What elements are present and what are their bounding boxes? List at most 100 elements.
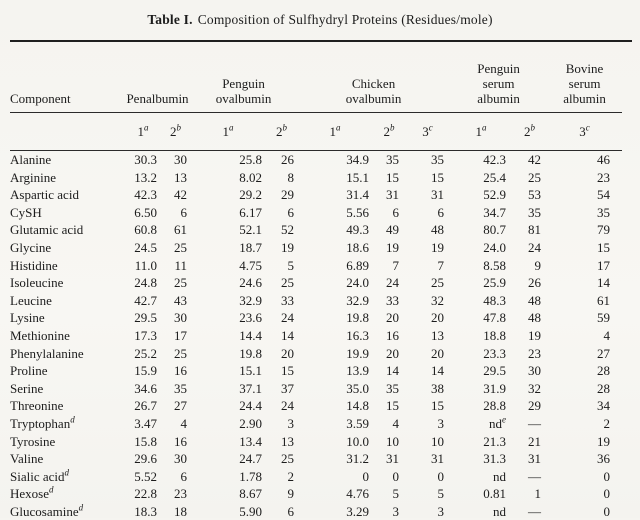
value-cell: 17 [161,327,190,345]
subheader-sup: c [586,122,590,132]
value-cell: 5 [266,257,297,275]
value-cell: 47.8 [450,309,512,327]
value-cell: 22.8 [125,485,161,503]
value-cell: 25 [512,169,547,187]
value-cell: 8.58 [450,257,512,275]
value-cell: 31.9 [450,380,512,398]
value-cell: 20 [373,309,405,327]
value-cell: 24 [266,397,297,415]
value-cell: 8 [266,169,297,187]
value-cell: 2 [547,415,622,433]
value-cell: 35.0 [297,380,373,398]
subheader-chicken-ovalbumin-2b: 2b [373,113,405,151]
value-cell: 3 [405,503,450,520]
value-cell: 25.9 [450,274,512,292]
value-cell: 16 [161,362,190,380]
value-cell: 60.8 [125,221,161,239]
value-cell: 25 [405,274,450,292]
group-header-penalbumin: Penalbumin [125,42,190,113]
value-cell: 15 [266,362,297,380]
value-cell: nd [450,468,512,486]
value-cell: 20 [373,345,405,363]
value-cell: nd [450,503,512,520]
value-cell: 15.1 [297,169,373,187]
value-cell: 26 [266,151,297,169]
value-cell: 14.8 [297,397,373,415]
value-cell: — [512,415,547,433]
value-cell: 35 [512,204,547,222]
subheader-row: 1a 2b 1a 2b 1a 2b 3c 1a 2b 3c [10,113,622,151]
value-cell: 43 [161,292,190,310]
value-cell: 8.02 [190,169,266,187]
value-cell: 5 [405,485,450,503]
value-cell: 16 [373,327,405,345]
value-cell: 27 [161,397,190,415]
value-cell: 25 [266,450,297,468]
value-cell: 27 [547,345,622,363]
value-cell: 48 [405,221,450,239]
group-header-penguin-ovalbumin: Penguin ovalbumin [190,42,297,113]
value-cell: 79 [547,221,622,239]
subheader-sup: a [336,122,341,132]
value-cell: 30 [512,362,547,380]
value-cell: 42.3 [125,186,161,204]
value-cell: 5.52 [125,468,161,486]
component-cell: Lysine [10,309,125,327]
subheader-sup: a [482,122,487,132]
value-cell: 23 [512,345,547,363]
value-cell: 30.3 [125,151,161,169]
value-cell: 33 [266,292,297,310]
value-cell: 42.3 [450,151,512,169]
footnote-marker: d [49,485,54,495]
group-header-chicken-ovalbumin: Chicken ovalbumin [297,42,450,113]
subheader-sup: b [177,122,182,132]
subheader-sup: a [229,122,234,132]
value-cell: 2.90 [190,415,266,433]
value-cell: 6 [266,503,297,520]
value-cell: 28 [547,362,622,380]
group-header-row: Component Penalbumin Penguin ovalbumin C… [10,42,622,113]
value-cell: 17.3 [125,327,161,345]
value-cell: 23 [547,169,622,187]
footnote-marker: d [70,415,75,425]
value-cell: 24.8 [125,274,161,292]
value-cell: 31 [373,186,405,204]
value-cell: 3 [405,415,450,433]
value-cell: 30 [161,450,190,468]
value-cell: 0 [547,468,622,486]
value-cell: 11 [161,257,190,275]
value-cell: 19 [373,239,405,257]
subheader-penalbumin-1a: 1a [125,113,161,151]
value-cell: 53 [512,186,547,204]
value-cell: 34 [547,397,622,415]
value-cell: 54 [547,186,622,204]
value-cell: 8.67 [190,485,266,503]
value-cell: 52.1 [190,221,266,239]
subheader-empty [10,113,125,151]
value-cell: 15.1 [190,362,266,380]
value-cell: 0.81 [450,485,512,503]
value-cell: 15.8 [125,433,161,451]
value-cell: 31.3 [450,450,512,468]
value-cell: 31.2 [297,450,373,468]
component-cell: Hexosed [10,485,125,503]
value-cell: 20 [266,345,297,363]
component-cell: Valine [10,450,125,468]
value-cell: 16 [161,433,190,451]
value-cell: 81 [512,221,547,239]
value-cell: 23 [161,485,190,503]
component-cell: Glutamic acid [10,221,125,239]
value-cell: 2 [266,468,297,486]
value-cell: 3 [373,503,405,520]
